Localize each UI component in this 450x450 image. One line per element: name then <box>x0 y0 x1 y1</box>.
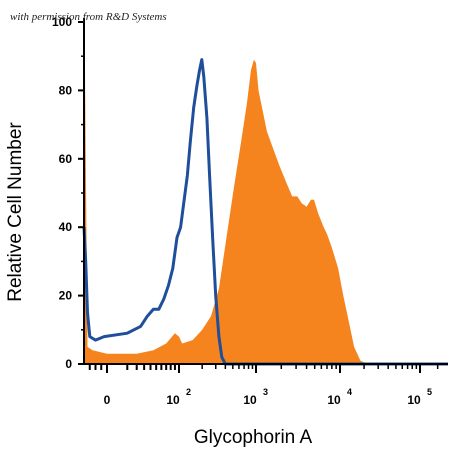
x-tick-label: 10 <box>166 393 180 407</box>
credit-text: with permission from R&D Systems <box>10 11 167 23</box>
axes <box>78 18 448 373</box>
x-tick-exponent: 2 <box>186 387 191 397</box>
x-tick-label: 10 <box>407 393 421 407</box>
x-axis-label: Glycophorin A <box>194 427 313 448</box>
tick-labels: 0 20 40 60 80 100 0 10 2 10 3 10 4 10 5 <box>52 15 432 407</box>
x-tick-label: 10 <box>327 393 341 407</box>
y-tick-label: 100 <box>52 15 72 29</box>
x-tick-label: 0 <box>104 393 111 407</box>
y-axis-label: Relative Cell Number <box>5 122 26 302</box>
y-tick-label: 80 <box>59 83 73 97</box>
x-tick-exponent: 3 <box>263 387 268 397</box>
histogram-filled-series <box>84 22 448 364</box>
x-tick-label: 10 <box>243 393 257 407</box>
histogram-line-series <box>82 58 448 366</box>
y-tick-label: 0 <box>65 357 72 371</box>
y-tick-label: 60 <box>59 152 73 166</box>
y-tick-label: 40 <box>59 220 73 234</box>
y-tick-label: 20 <box>59 289 73 303</box>
x-tick-exponent: 5 <box>427 387 432 397</box>
x-tick-exponent: 4 <box>347 387 352 397</box>
plot-area <box>82 22 448 366</box>
